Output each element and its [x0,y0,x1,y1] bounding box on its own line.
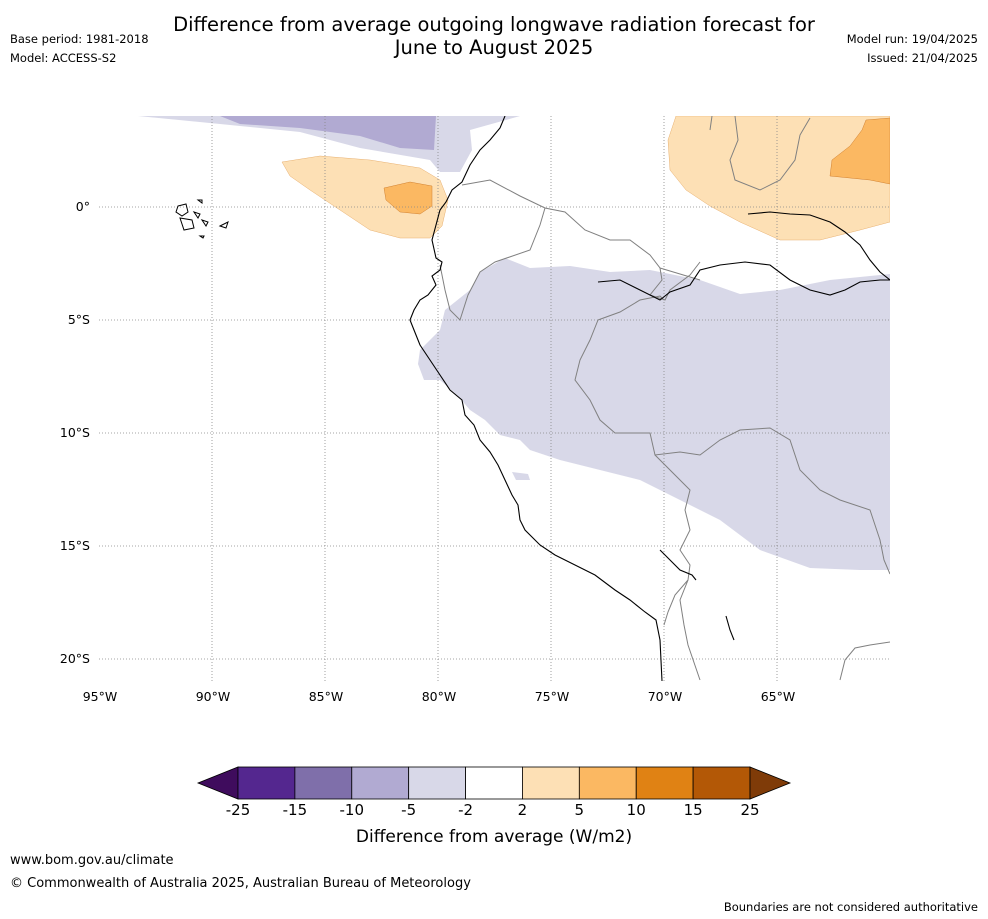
colorbar-segment [636,767,693,799]
footer-url[interactable]: www.bom.gov.au/climate [10,853,174,868]
lat-label-20s: 20°S [10,651,90,666]
colorbar-segment [409,767,466,799]
map [0,0,988,720]
colorbar-segment [295,767,352,799]
colorbar-tick-label: 5 [559,801,599,819]
colorbar-tick-label: -2 [446,801,486,819]
colorbar-tick-label: -25 [218,801,258,819]
colorbar-tick-label: -5 [389,801,429,819]
colorbar-segment [693,767,750,799]
anomaly-neg-main [418,258,890,570]
colorbar-extend-low [198,767,238,799]
colorbar-tick-label: 25 [730,801,770,819]
colorbar-segment [579,767,636,799]
lon-label-85w: 85°W [296,689,356,704]
colorbar-segments [198,767,790,799]
lon-label-95w: 95°W [70,689,130,704]
colorbar-segment [466,767,523,799]
colorbar-tick-label: 15 [673,801,713,819]
lat-label-15s: 15°S [10,538,90,553]
map-area [99,116,890,681]
lon-label-70w: 70°W [635,689,695,704]
colorbar-title: Difference from average (W/m2) [0,827,988,847]
lat-label-0: 0° [10,199,90,214]
lon-label-65w: 65°W [748,689,808,704]
anomaly-neg-small [512,472,530,480]
lat-label-10s: 10°S [10,425,90,440]
colorbar-segment [352,767,409,799]
footer-note: Boundaries are not considered authoritat… [724,900,978,914]
footer-copyright: © Commonwealth of Australia 2025, Austra… [10,876,471,891]
colorbar-segment [238,767,295,799]
lat-label-5s: 5°S [10,312,90,327]
lon-label-75w: 75°W [522,689,582,704]
colorbar-tick-label: -10 [332,801,372,819]
colorbar-extend-high [750,767,790,799]
colorbar-tick-label: 10 [616,801,656,819]
galapagos-islands [176,200,228,238]
colorbar-tick-label: -15 [275,801,315,819]
lon-label-90w: 90°W [183,689,243,704]
colorbar-segment [522,767,579,799]
lon-label-80w: 80°W [409,689,469,704]
colorbar-tick-label: 2 [502,801,542,819]
